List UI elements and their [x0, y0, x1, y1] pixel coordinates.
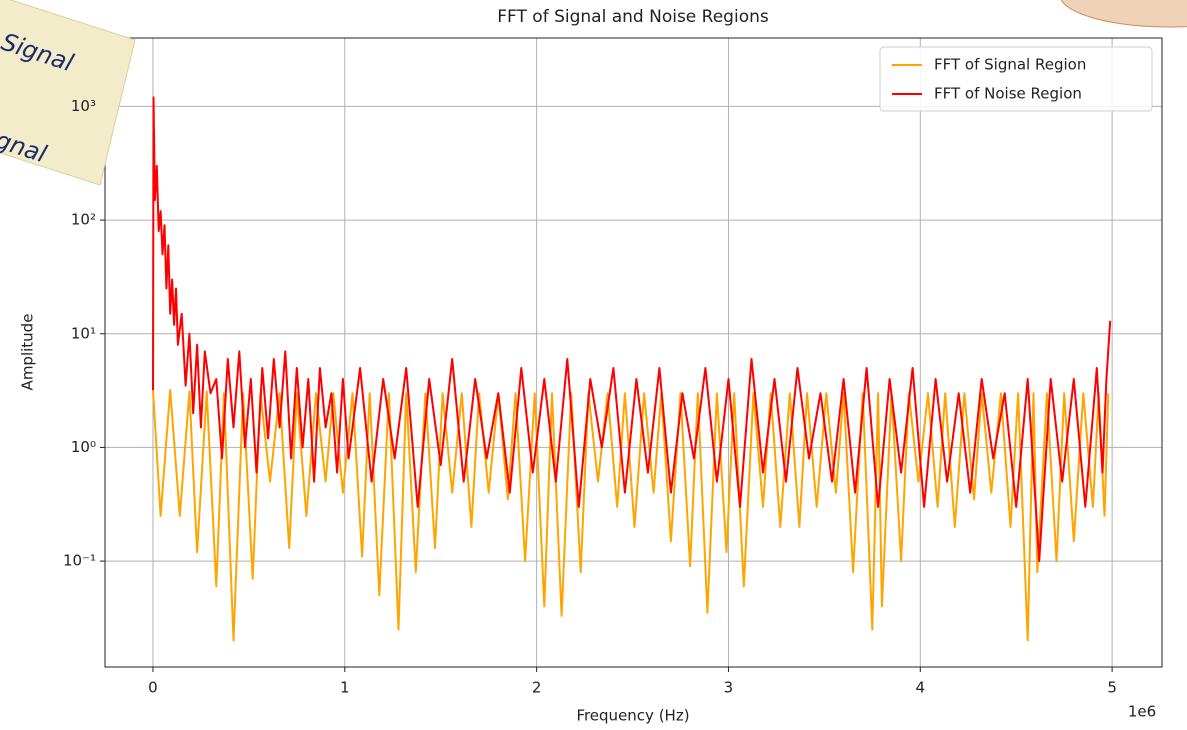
series-line [152, 96, 1112, 563]
legend-box [879, 46, 1153, 112]
y-tick-label: 10⁰ [71, 438, 96, 456]
plot-frame [104, 37, 1163, 668]
x-tick-label: 0 [148, 679, 158, 697]
x-offset-label: 1e6 [1128, 703, 1156, 721]
y-tick-label: 10³ [71, 97, 96, 115]
y-tick-label: 10¹ [71, 324, 96, 342]
plot-area [100, 38, 1162, 672]
x-tick-label: 1 [340, 679, 350, 697]
series-line [152, 389, 1110, 642]
corner-badge [1060, 0, 1187, 28]
note-paper [0, 0, 136, 186]
legend-label: FFT of Signal Region [934, 56, 1086, 74]
x-tick-label: 5 [1107, 679, 1117, 697]
x-tick-label: 3 [724, 679, 734, 697]
x-tick-label: 2 [532, 679, 542, 697]
y-tick-label: 10⁻¹ [63, 552, 96, 570]
x-axis-label: Frequency (Hz) [576, 707, 689, 725]
chart-title: FFT of Signal and Noise Regions [497, 7, 769, 27]
legend-label: FFT of Noise Region [934, 85, 1082, 103]
y-axis-label: Amplitude [19, 314, 37, 391]
sticky-note: Signal gnal [0, 0, 136, 186]
y-tick-label: 10² [71, 211, 96, 229]
legend: FFT of Signal Region FFT of Noise Region [879, 46, 1153, 112]
x-tick-label: 4 [916, 679, 926, 697]
